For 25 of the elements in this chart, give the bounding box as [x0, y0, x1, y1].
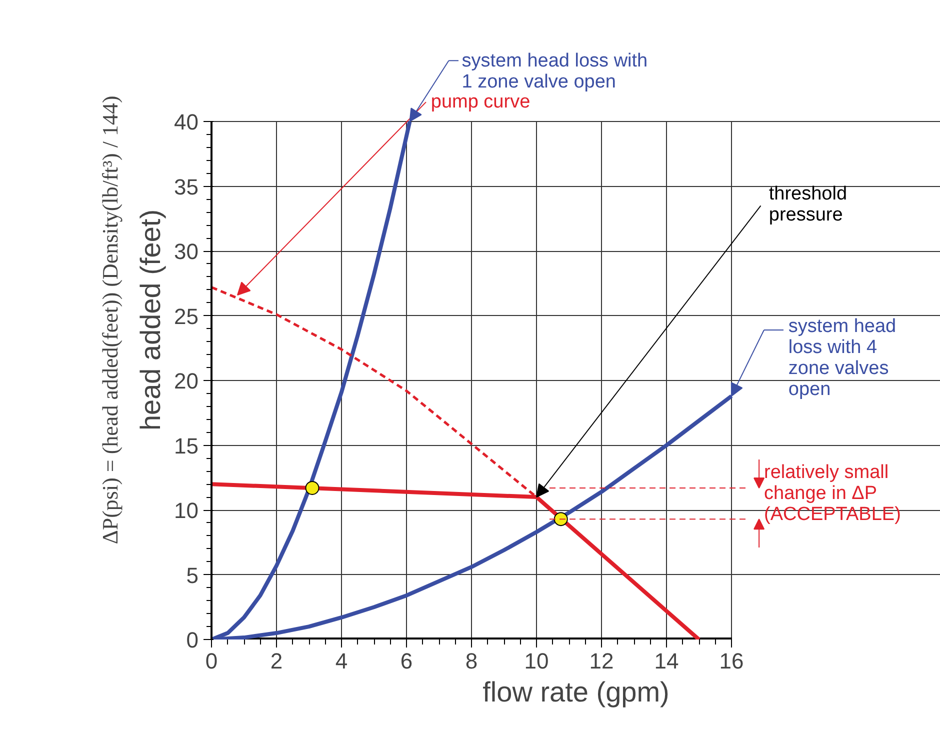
y-axis-title: head added (feet): [135, 209, 166, 431]
x-axis-title: flow rate (gpm): [482, 676, 670, 708]
x-tick-label: 16: [719, 648, 744, 674]
annotation: system head loss with 1 zone valve open: [462, 50, 648, 92]
x-tick-label: 12: [589, 648, 614, 674]
annotation: pump curve: [430, 92, 530, 113]
text: ΔP(psi) = (head added(feet)) (Density(lb/ft³) / 144): [98, 96, 122, 544]
y-tick-label: 0: [186, 628, 199, 652]
x-tick-label: 10: [524, 648, 549, 674]
y-tick-label: 20: [174, 368, 199, 394]
y-tick-label: 25: [174, 304, 199, 329]
annotation: threshold pressure: [768, 184, 848, 226]
x-tick-label: 8: [465, 648, 478, 674]
x-tick-label: 6: [400, 648, 413, 674]
x-tick-label: 14: [654, 648, 679, 674]
y-tick-label: 35: [174, 174, 199, 200]
y-tick-label: 15: [174, 433, 199, 458]
x-tick-label: 2: [270, 648, 283, 674]
x-tick-label: 0: [205, 648, 218, 674]
y-tick-label: 30: [174, 239, 199, 264]
annotation: system head loss with 4 zone valves open: [788, 316, 896, 400]
y-tick-label: 10: [174, 498, 199, 523]
x-tick-label: 4: [335, 648, 348, 674]
y-tick-label: 40: [174, 110, 199, 134]
y-tick-label: 5: [186, 562, 199, 588]
